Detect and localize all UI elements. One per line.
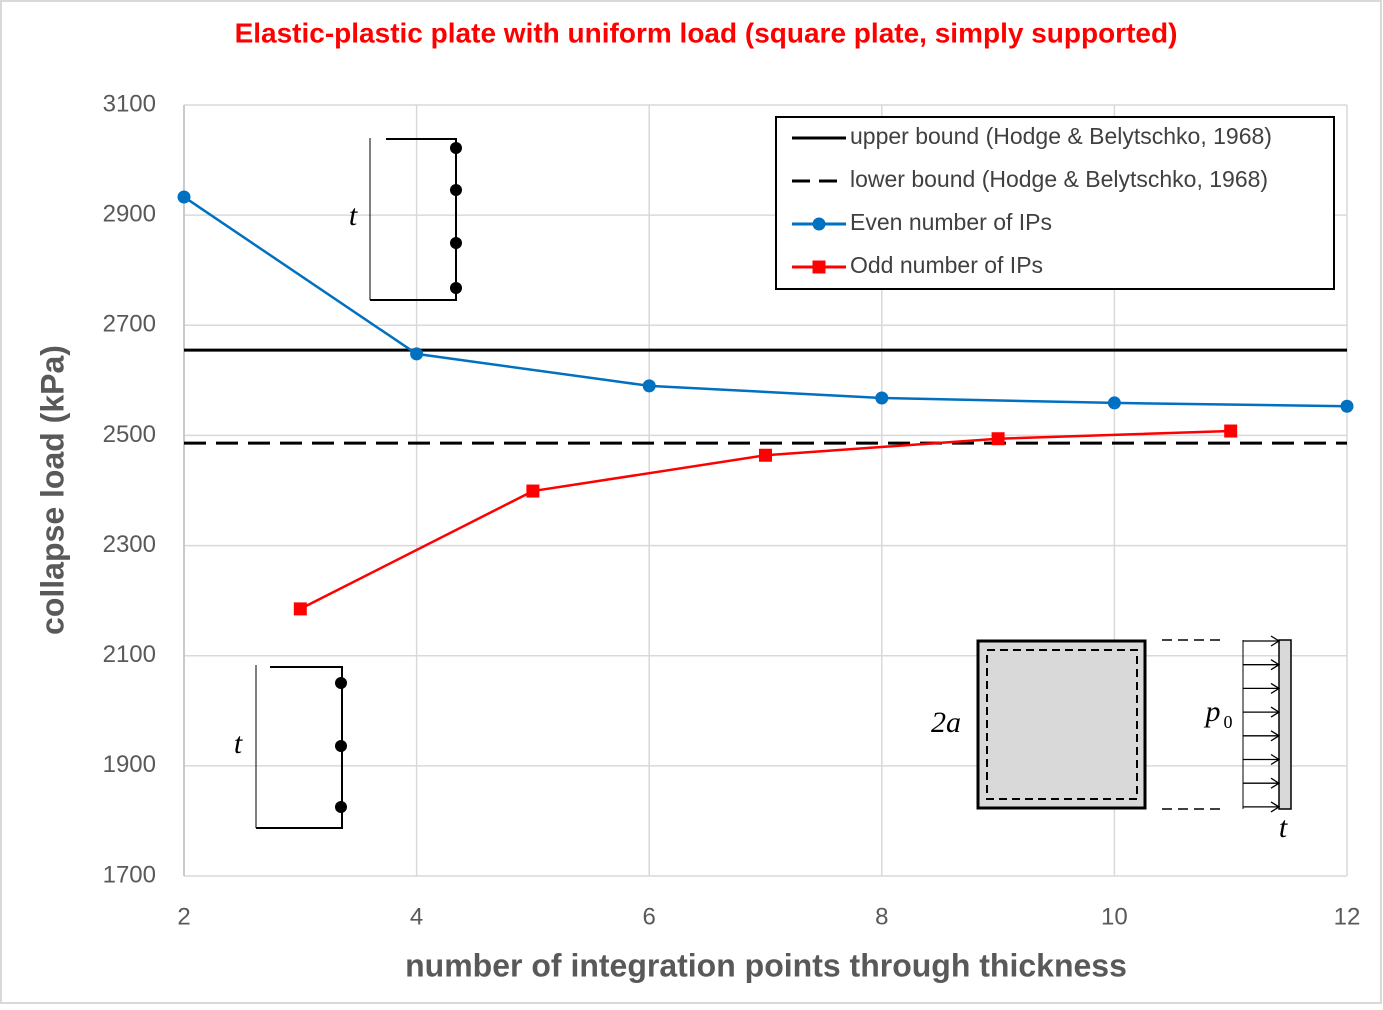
legend-marker <box>812 217 826 231</box>
annotation: 0 <box>1224 712 1233 732</box>
annotation: t <box>349 199 358 232</box>
point <box>1224 424 1238 438</box>
chart-title: Elastic-plastic plate with uniform load … <box>235 17 1178 48</box>
point <box>177 190 191 204</box>
y-tick-label: 2500 <box>103 421 156 448</box>
y-axis-label: collapse load (kPa) <box>34 345 70 635</box>
annotation: t <box>1279 811 1288 844</box>
insets <box>255 138 1292 829</box>
y-tick-label: 2900 <box>103 200 156 227</box>
annotation: t <box>234 727 243 760</box>
x-tick-label: 6 <box>643 903 656 930</box>
x-tick-label: 12 <box>1334 903 1361 930</box>
y-tick-label: 2700 <box>103 311 156 338</box>
inset-bracket <box>370 138 457 301</box>
y-tick-label: 3100 <box>103 90 156 117</box>
point <box>293 602 307 616</box>
y-tick-label: 2300 <box>103 531 156 558</box>
arrow-head <box>1270 659 1281 671</box>
arrow-head <box>1270 753 1281 766</box>
arrow-head <box>1270 777 1281 789</box>
inset-bracket <box>256 666 343 829</box>
point <box>1340 399 1354 413</box>
legend-label: upper bound (Hodge & Belytschko, 1968) <box>850 123 1272 149</box>
point <box>1107 396 1121 410</box>
point <box>875 391 889 405</box>
x-tick-label: 4 <box>410 903 423 930</box>
legend-label: Even number of IPs <box>850 209 1052 235</box>
x-tick-label: 2 <box>177 903 190 930</box>
point <box>991 432 1005 446</box>
point <box>759 448 772 462</box>
plate-section <box>1278 639 1292 810</box>
y-tick-label: 2100 <box>103 641 156 668</box>
point <box>410 347 424 361</box>
legend-box <box>775 116 1335 290</box>
plate <box>976 639 1147 810</box>
legend-label: lower bound (Hodge & Belytschko, 1968) <box>850 166 1268 192</box>
x-tick-label: 10 <box>1101 903 1128 930</box>
point <box>526 484 540 498</box>
point <box>642 379 656 393</box>
arrow-head <box>1270 682 1281 694</box>
y-tick-label: 1700 <box>103 861 156 888</box>
annotation: 2a <box>931 706 961 739</box>
legend-label: Odd number of IPs <box>850 252 1043 278</box>
series-line <box>183 195 1348 408</box>
annotation: p <box>1204 695 1221 728</box>
y-tick-label: 1900 <box>103 751 156 778</box>
x-axis-label: number of integration points through thi… <box>405 947 1127 983</box>
plate-support <box>986 649 1138 800</box>
arrow-head <box>1270 801 1281 813</box>
x-tick-label: 8 <box>875 903 888 930</box>
arrow-head <box>1270 706 1281 718</box>
load-arrows <box>1243 635 1281 813</box>
arrow-head <box>1270 730 1281 742</box>
legend-marker <box>812 260 826 274</box>
arrow-head <box>1270 635 1281 647</box>
